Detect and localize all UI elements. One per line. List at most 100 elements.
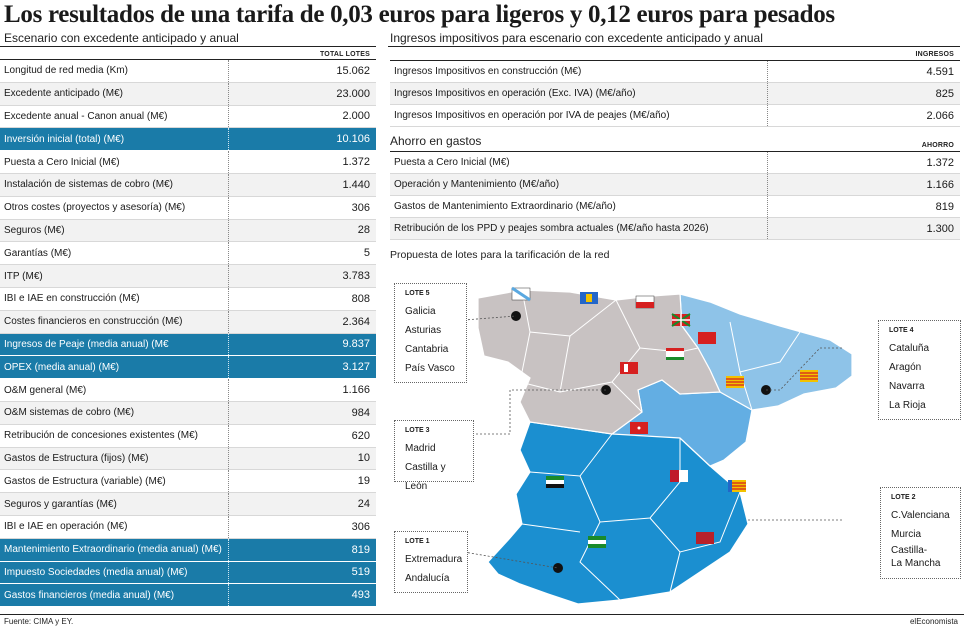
table-row: Gastos de Mantenimiento Extraordinario (…	[390, 196, 960, 218]
lote-id: LOTE 2	[891, 494, 916, 501]
row-label: ITP (M€)	[0, 265, 229, 287]
table-row: Gastos de Estructura (fijos) (M€) 10	[0, 447, 376, 471]
row-label: Seguros (M€)	[0, 219, 229, 242]
table-row: Operación y Mantenimiento (M€/año) 1.166	[390, 174, 960, 196]
row-label: Operación y Mantenimiento (M€/año)	[390, 174, 768, 195]
table-row: ITP (M€) 3.783	[0, 265, 376, 288]
left-subtitle: Escenario con excedente anticipado y anu…	[4, 31, 239, 45]
lote-region: Cantabria	[405, 344, 449, 355]
row-value: 24	[357, 498, 370, 511]
row-value: 3.127	[342, 361, 370, 374]
table-row: Retribución de concesiones existentes (M…	[0, 424, 376, 448]
lote-region: La Rioja	[889, 400, 926, 411]
spain-lotes-map	[463, 286, 853, 605]
total-lotes-header: TOTAL LOTES	[319, 51, 370, 58]
ingresos-subtitle: Ingresos impositivos para escenario con …	[390, 31, 763, 45]
table-row: Mantenimiento Extraordinario (media anua…	[0, 538, 376, 562]
page-title: Los resultados de una tarifa de 0,03 eur…	[4, 1, 835, 28]
row-label: OPEX (media anual) (M€)	[0, 356, 229, 379]
row-value: 519	[351, 566, 370, 579]
row-value: 3.783	[342, 270, 370, 283]
row-value: 1.166	[342, 384, 370, 397]
row-value: 1.166	[926, 178, 954, 191]
table-row: Ingresos Impositivos en operación por IV…	[390, 105, 960, 127]
row-value: 2.364	[342, 315, 370, 328]
row-label: Costes financieros en construcción (M€)	[0, 310, 229, 333]
row-value: 808	[351, 292, 370, 305]
table-row: Seguros (M€) 28	[0, 219, 376, 243]
lote-region: Asturias	[405, 325, 442, 336]
flag-murcia	[696, 532, 714, 544]
table-row: Otros costes (proyectos y asesoría) (M€)…	[0, 196, 376, 220]
row-value: 4.591	[926, 65, 954, 78]
row-value: 10	[357, 452, 370, 465]
table-row: Instalación de sistemas de cobro (M€) 1.4…	[0, 173, 376, 197]
table-row: OPEX (media anual) (M€) 3.127	[0, 356, 376, 380]
ingresos-header: INGRESOS	[915, 51, 954, 58]
table-row: Impuesto Sociedades (media anual) (M€) 51…	[0, 561, 376, 585]
table-row: Seguros y garantías (M€) 24	[0, 493, 376, 516]
total-lotes-table: Longitud de red media (Km) 15.062 Excedent…	[0, 60, 376, 608]
row-label: Otros costes (proyectos y asesoría) (M€)	[0, 196, 229, 219]
row-label: Ingresos de Peaje (media anual) (M€	[0, 333, 229, 356]
row-value: 1.372	[342, 156, 370, 169]
lote5-box: LOTE 5 Galicia Asturias Cantabria País Vasco	[394, 283, 467, 383]
lote3-box: LOTE 3 Madrid Castilla y León	[394, 420, 474, 492]
row-label: Garantías (M€)	[0, 242, 229, 265]
row-label: Excedente anticipado (M€)	[0, 82, 229, 105]
table-row: Puesta a Cero Inicial (M€) 1.372	[390, 152, 960, 174]
lote-region: Extremadura	[405, 554, 463, 565]
row-value: 5	[363, 247, 370, 260]
lote-region: Castilla y León	[405, 462, 446, 492]
lote-id: LOTE 4	[889, 327, 914, 334]
row-label: Longitud de red media (Km)	[0, 60, 229, 82]
table-row: Retribución de los PPD y peajes sombra a…	[390, 218, 960, 240]
ahorro-header: AHORRO	[921, 142, 954, 149]
lote4-box: LOTE 4 Cataluña Aragón Navarra La Rioja	[878, 320, 961, 420]
table-row: Garantías (M€) 5	[0, 242, 376, 266]
row-value: 23.000	[336, 87, 370, 100]
row-label: Puesta a Cero Inicial (M€)	[390, 152, 768, 173]
row-label: Gastos de Estructura (fijos) (M€)	[0, 447, 229, 470]
map-region-lote5	[477, 289, 721, 435]
row-label: Ingresos Impositivos en operación (Exc. …	[390, 83, 768, 104]
table-row: Puesta a Cero Inicial (M€) 1.372	[0, 151, 376, 174]
table-row: Excedente anticipado (M€) 23.000	[0, 82, 376, 106]
row-label: Seguros y garantías (M€)	[0, 493, 229, 515]
row-label: Impuesto Sociedades (media anual) (M€)	[0, 561, 229, 584]
brand-logo-text: elEconomista	[909, 617, 958, 626]
row-value: 2.000	[342, 110, 370, 123]
row-label: Ingresos Impositivos en construcción (M€…	[390, 61, 768, 82]
row-label: Gastos de Estructura (variable) (M€)	[0, 470, 229, 493]
lote-region: Aragón	[889, 362, 922, 373]
ingresos-table: Ingresos Impositivos en construcción (M€…	[390, 60, 960, 127]
table-row: Ingresos Impositivos en operación (Exc. …	[390, 83, 960, 105]
row-label: Retribución de concesiones existentes (M…	[0, 424, 229, 447]
ahorro-subtitle: Ahorro en gastos	[390, 134, 482, 148]
lote-region: Andalucía	[405, 573, 450, 584]
flag-castilla-leon	[620, 362, 638, 374]
lote1-box: LOTE 1 Extremadura Andalucía	[394, 531, 468, 593]
row-label: Gastos financieros (media anual) (M€)	[0, 584, 229, 607]
row-label: O&M sistemas de cobro (M€)	[0, 401, 229, 424]
row-value: 2.066	[926, 109, 954, 122]
lote-region: Madrid	[405, 443, 436, 454]
lote-id: LOTE 5	[405, 290, 430, 297]
row-label: IBI e IAE en construcción (M€)	[0, 287, 229, 310]
row-value: 1.300	[926, 222, 954, 235]
row-label: Inversión inicial (total) (M€)	[0, 128, 229, 151]
row-value: 819	[935, 200, 954, 213]
table-row: Ingresos de Peaje (media anual) (M€ 9.837	[0, 333, 376, 357]
lote-region: Navarra	[889, 381, 925, 392]
table-row: IBI e IAE en construcción (M€) 808	[0, 287, 376, 311]
row-label: Ingresos Impositivos en operación por IV…	[390, 105, 768, 126]
row-label: Excedente anual - Canon anual (M€)	[0, 105, 229, 128]
row-value: 306	[351, 201, 370, 214]
row-value: 825	[935, 87, 954, 100]
lote-region: Castilla- La Mancha	[891, 545, 941, 569]
row-value: 306	[351, 520, 370, 533]
region-flags	[511, 286, 818, 548]
table-row: Ingresos Impositivos en construcción (M€…	[390, 61, 960, 83]
ahorro-table: Puesta a Cero Inicial (M€) 1.372 Operación…	[390, 151, 960, 240]
row-value: 984	[351, 406, 370, 419]
